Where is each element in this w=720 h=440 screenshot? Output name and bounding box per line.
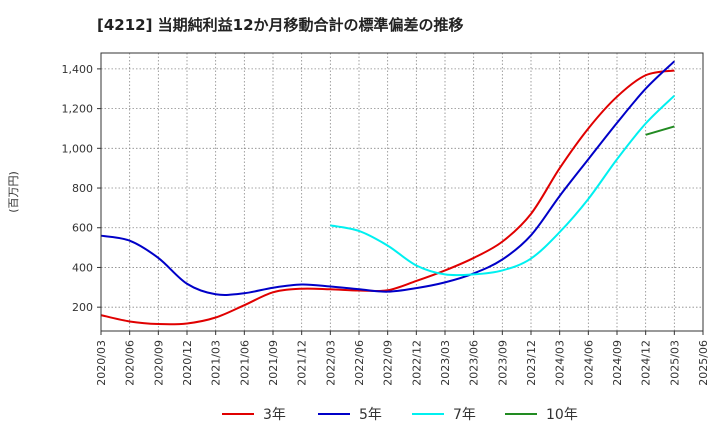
x-tick-label: 2021/06	[238, 340, 251, 386]
legend-label: 3年	[263, 407, 286, 423]
x-tick-label: 2024/09	[611, 340, 624, 386]
x-tick-label: 2020/03	[95, 340, 108, 386]
y-tick-label: 200	[72, 301, 93, 314]
x-tick-label: 2025/03	[668, 340, 681, 386]
x-tick-label: 2023/09	[496, 340, 509, 386]
legend-label: 10年	[546, 407, 578, 423]
series-line-4	[645, 125, 675, 136]
x-tick-label: 2020/09	[152, 340, 165, 386]
series-line-1	[100, 69, 675, 326]
x-tick-label: 2024/06	[582, 340, 595, 386]
y-tick-label: 1,200	[62, 103, 94, 116]
legend: 3年 5年 7年 10年	[222, 407, 578, 423]
series-line-3	[330, 94, 676, 277]
series-line-2	[100, 60, 676, 296]
x-tick-label: 2021/03	[210, 340, 223, 386]
y-axis-ticks: 200 400 600 800 1,000 1,200 1,400	[62, 63, 101, 314]
x-tick-label: 2024/12	[640, 340, 653, 386]
x-tick-label: 2025/06	[697, 340, 710, 386]
x-axis-ticks: 2020/03 2020/06 2020/09 2020/12 2021/03 2021/…	[95, 331, 710, 386]
y-tick-label: 800	[72, 182, 93, 195]
x-tick-label: 2022/12	[410, 340, 423, 386]
y-tick-label: 400	[72, 261, 93, 274]
x-tick-label: 2022/03	[324, 340, 337, 386]
x-tick-label: 2023/03	[439, 340, 452, 386]
x-tick-label: 2022/06	[353, 340, 366, 386]
legend-label: 7年	[453, 407, 476, 423]
series-lines	[100, 60, 676, 326]
plot-area-frame	[100, 52, 704, 332]
x-tick-label: 2020/12	[181, 340, 194, 386]
x-tick-label: 2023/12	[525, 340, 538, 386]
x-tick-label: 2024/03	[554, 340, 567, 386]
y-tick-label: 1,000	[62, 142, 94, 155]
x-tick-label: 2021/09	[267, 340, 280, 386]
x-tick-label: 2023/06	[468, 340, 481, 386]
grid-lines	[100, 53, 704, 331]
x-tick-label: 2022/09	[382, 340, 395, 386]
y-tick-label: 600	[72, 222, 93, 235]
y-axis-label: (百万円)	[7, 171, 20, 213]
x-tick-label: 2021/12	[296, 340, 309, 386]
x-tick-label: 2020/06	[124, 340, 137, 386]
chart-title: [4212] 当期純利益12か月移動合計の標準偏差の推移	[97, 16, 464, 34]
y-tick-label: 1,400	[62, 63, 94, 76]
legend-label: 5年	[359, 407, 382, 423]
